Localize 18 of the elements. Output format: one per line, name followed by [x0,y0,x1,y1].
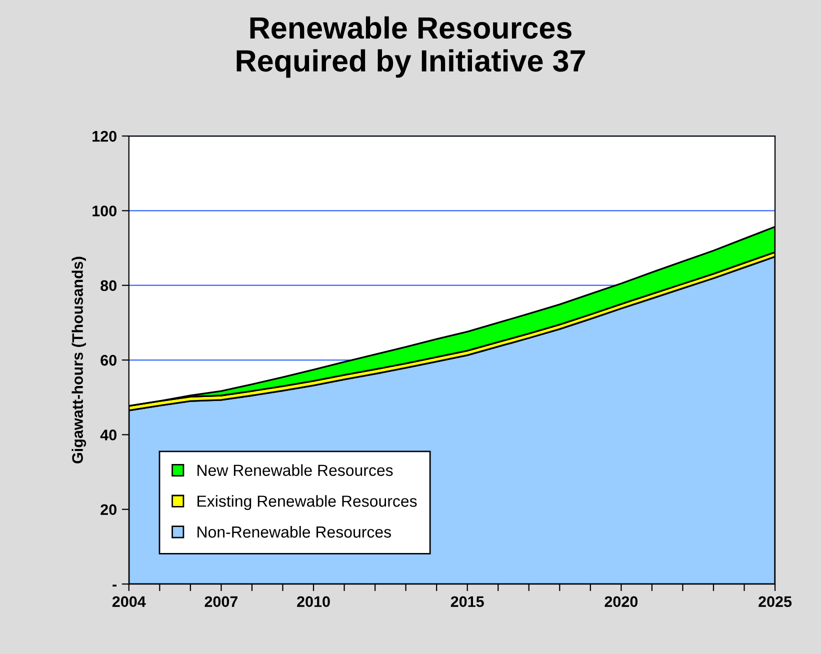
y-tick-label: - [112,584,116,587]
x-tick-label: 2004 [112,596,146,608]
y-axis-title: Gigawatt-hours (Thousands) [72,256,86,464]
legend-label: Existing Renewable Resources [198,495,417,510]
x-tick-label: 2020 [604,596,638,608]
x-tick-label: 2025 [758,596,792,608]
y-tick-label: 100 [92,206,116,216]
y-tick-label: 20 [100,504,116,516]
x-tick-label: 2015 [450,596,484,608]
y-tick-label: 80 [100,280,116,292]
chart-title: Renewable Resources Required by Initiative 37 [236,16,585,78]
x-tick-label: 2010 [297,596,330,608]
legend-label: New Renewable Resources [198,464,393,476]
y-tick-label: 120 [92,130,116,142]
y-tick-label: 40 [100,430,116,440]
legend-label: Non-Renewable Resources [198,526,391,538]
x-tick-label: 2007 [204,596,238,608]
y-tick-label: 60 [100,354,116,366]
